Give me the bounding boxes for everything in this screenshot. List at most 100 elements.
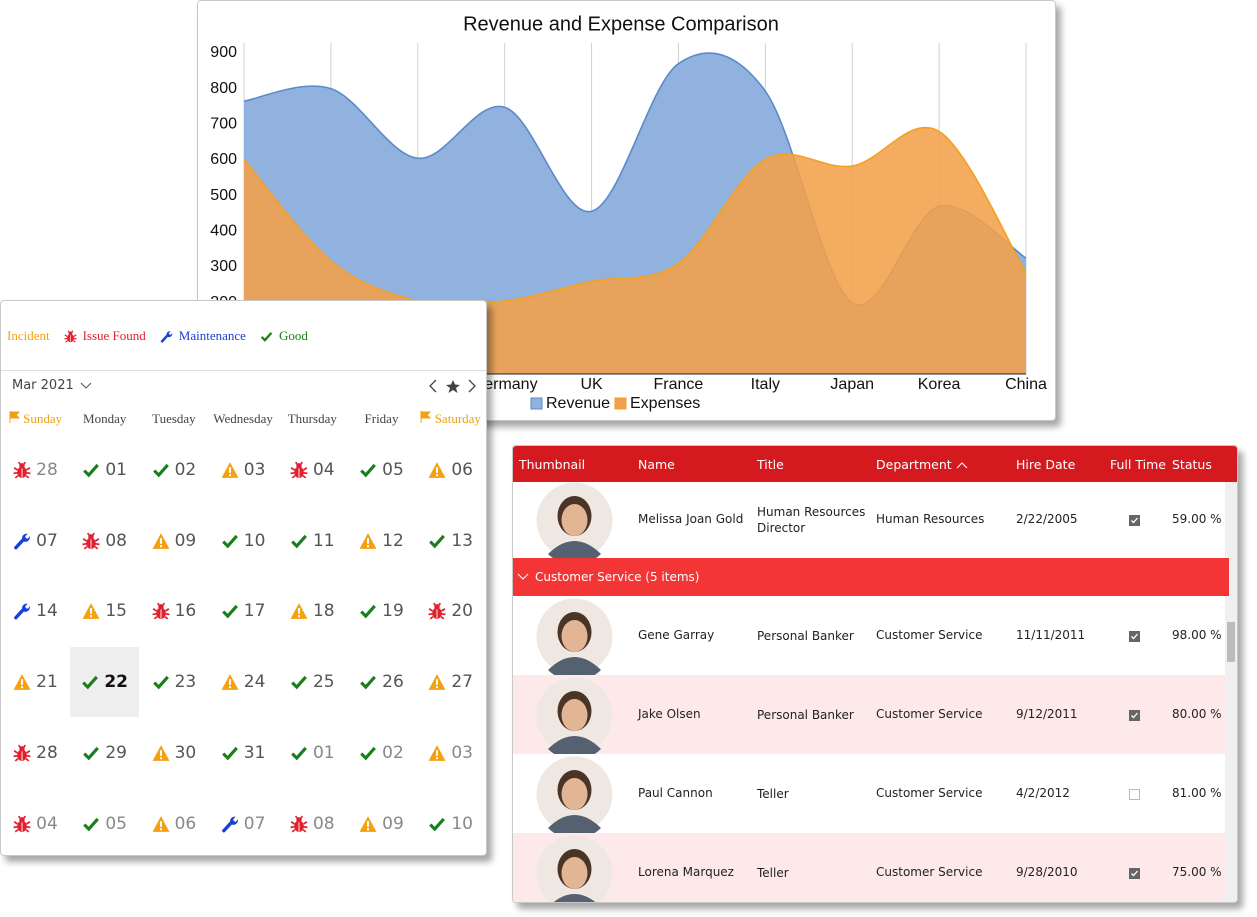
day-number: 24: [243, 672, 266, 693]
collapse-icon[interactable]: [517, 573, 529, 581]
status-icon: [63, 329, 77, 343]
day-cell[interactable]: 03: [209, 435, 278, 505]
day-cell[interactable]: 29: [70, 718, 139, 788]
day-cell[interactable]: 07: [1, 506, 70, 576]
day-number: 06: [451, 460, 473, 480]
status-icon: [290, 815, 308, 833]
day-cell[interactable]: 05: [70, 789, 139, 856]
day-cell[interactable]: 11: [278, 506, 347, 576]
weekday-text: Thursday: [287, 411, 337, 426]
day-cell[interactable]: 08: [278, 789, 347, 856]
day-cell[interactable]: 10: [416, 789, 485, 856]
day-cell[interactable]: 10: [209, 506, 278, 576]
x-tick-label: UK: [580, 376, 603, 393]
day-number: 08: [312, 813, 335, 834]
day-cell[interactable]: 07: [209, 789, 278, 856]
legend-label: Incident: [7, 328, 50, 343]
status-icon: [290, 603, 308, 620]
checkbox[interactable]: [1129, 867, 1140, 879]
y-tick-label: 700: [210, 116, 237, 133]
day-cell[interactable]: 30: [139, 718, 208, 788]
column-header[interactable]: Thumbnail: [519, 457, 585, 472]
column-header[interactable]: Hire Date: [1016, 457, 1075, 472]
cell-text: Personal Banker: [757, 707, 854, 722]
grid-header: [513, 446, 1237, 482]
status-icon: [428, 744, 446, 761]
checkbox[interactable]: [1129, 630, 1140, 642]
day-number: 08: [105, 530, 127, 551]
day-number: 05: [382, 460, 404, 480]
checkbox[interactable]: [1129, 709, 1140, 721]
day-cell[interactable]: 12: [347, 506, 416, 576]
day-cell[interactable]: 03: [416, 718, 485, 788]
day-number: 02: [382, 742, 404, 763]
day-cell[interactable]: 14: [1, 576, 70, 646]
status-icon: [291, 534, 307, 549]
status-text: 81.00 %: [1172, 785, 1222, 800]
day-cell[interactable]: 08: [70, 506, 139, 576]
scroll-thumb[interactable]: [1227, 622, 1235, 662]
cell-text: Customer Service: [876, 627, 983, 642]
column-header[interactable]: Full Time: [1110, 457, 1166, 472]
legend-item: Good: [260, 328, 308, 344]
day-cell[interactable]: 23: [139, 647, 208, 717]
status-icon: [82, 603, 100, 620]
day-number: 09: [382, 813, 404, 834]
column-header[interactable]: Status: [1172, 457, 1212, 472]
day-number: 04: [312, 460, 335, 480]
month-picker[interactable]: Mar 2021: [12, 378, 92, 393]
day-cell[interactable]: 27: [416, 647, 485, 717]
area-line: [243, 126, 1027, 306]
day-cell[interactable]: 22: [70, 647, 140, 718]
day-cell[interactable]: 05: [347, 435, 416, 505]
day-cell[interactable]: 20: [416, 576, 485, 646]
day-cell[interactable]: 28: [1, 435, 70, 505]
group-label: Customer Service (5 items): [535, 570, 700, 584]
day-number: 06: [174, 813, 197, 834]
weekday-text: Friday: [364, 411, 399, 426]
day-cell[interactable]: 17: [209, 576, 278, 646]
column-header[interactable]: Name: [638, 457, 675, 472]
thumbnail: [536, 756, 613, 833]
column-header[interactable]: Title: [757, 457, 784, 472]
checkbox[interactable]: [1129, 515, 1140, 526]
day-cell[interactable]: 06: [416, 435, 485, 505]
day-number: 02: [174, 460, 197, 480]
day-cell[interactable]: 15: [70, 576, 139, 646]
nav-buttons[interactable]: [426, 378, 478, 394]
day-cell[interactable]: 19: [347, 576, 416, 646]
status-icon: [83, 463, 100, 478]
day-cell[interactable]: 06: [139, 789, 208, 856]
day-cell[interactable]: 16: [139, 576, 208, 646]
day-cell[interactable]: 09: [347, 789, 416, 856]
column-header[interactable]: Department: [876, 457, 968, 472]
day-cell[interactable]: 24: [209, 647, 278, 717]
weekday-text: Monday: [83, 411, 127, 426]
weekday-text: Wednesday: [213, 411, 273, 426]
day-cell[interactable]: 28: [1, 718, 70, 788]
checkbox[interactable]: [1129, 788, 1140, 800]
legend-label: Maintenance: [178, 328, 246, 343]
day-cell[interactable]: 02: [139, 435, 208, 505]
day-number: 04: [36, 813, 58, 834]
scrollbar[interactable]: [1225, 482, 1237, 902]
day-cell[interactable]: 09: [139, 506, 208, 576]
day-cell[interactable]: 21: [1, 647, 70, 717]
day-cell[interactable]: 25: [278, 647, 347, 717]
day-number: 19: [382, 601, 404, 622]
status-icon: [291, 675, 307, 690]
day-cell[interactable]: 13: [416, 506, 485, 576]
day-cell[interactable]: 04: [1, 789, 70, 856]
grid-row: Lorena Marquez Teller Customer Service 9/28…: [513, 833, 1225, 902]
day-number: 05: [105, 813, 127, 834]
day-cell[interactable]: 26: [347, 647, 416, 717]
day-number: 09: [174, 530, 197, 551]
day-cell[interactable]: 04: [278, 435, 347, 505]
day-number: 25: [312, 672, 335, 693]
day-cell[interactable]: 01: [278, 718, 347, 788]
day-cell[interactable]: 01: [70, 435, 139, 505]
day-cell[interactable]: 31: [209, 718, 278, 788]
weekday-text: Tuesday: [152, 411, 196, 426]
day-cell[interactable]: 18: [278, 576, 347, 646]
day-cell[interactable]: 02: [347, 718, 416, 788]
